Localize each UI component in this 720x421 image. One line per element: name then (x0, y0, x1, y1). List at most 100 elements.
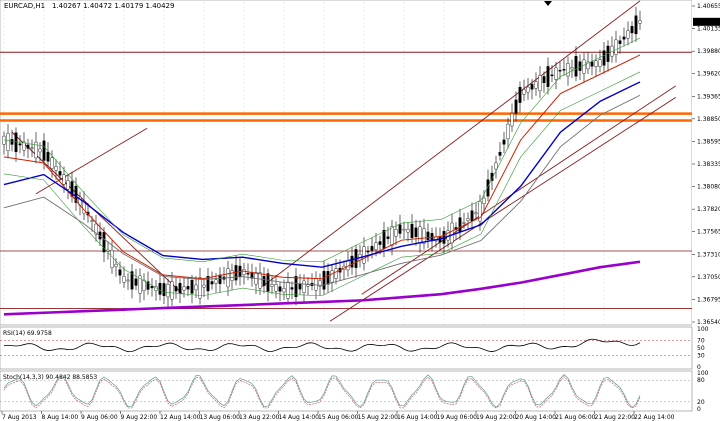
candle-body (166, 284, 170, 298)
candle-body (570, 67, 574, 70)
candle-body (306, 284, 310, 287)
candle-body (122, 276, 126, 283)
candle-body (418, 226, 422, 244)
candle-body (190, 280, 194, 294)
candle-body (482, 197, 486, 204)
candle-body (458, 217, 462, 233)
price-tick-label: 1.40655 (697, 3, 720, 10)
candle-body (618, 40, 622, 44)
candle-body (498, 151, 502, 156)
candle-body (110, 250, 114, 268)
candle-body (174, 286, 178, 292)
candle-body (406, 229, 410, 233)
ma-red-line (3, 54, 641, 280)
candle-body (42, 140, 46, 161)
stoch-k-line (3, 374, 641, 409)
stoch-level-label: 80 (697, 377, 705, 384)
candle-body (210, 281, 214, 285)
candle-body (450, 222, 454, 244)
time-tick-label: 12 Aug 14:00 (160, 414, 201, 421)
time-tick-label: 19 Aug 06:00 (437, 414, 478, 421)
candle-body (586, 61, 590, 70)
candle-body (62, 174, 66, 185)
candle-body (282, 288, 286, 293)
time-tick-label: 15 Aug 06:00 (318, 414, 359, 421)
time-tick-label: 13 Aug 06:00 (200, 414, 241, 421)
stoch-level-label: 0 (697, 406, 701, 413)
bollinger-upper-line (3, 37, 641, 263)
candle-body (326, 271, 330, 285)
time-axis: 7 Aug 2013 8 Aug 14:00 9 Aug 06:00 9 Aug 22… (1, 411, 675, 421)
price-tick-label: 1.37565 (697, 229, 720, 236)
stoch-d-line (3, 376, 641, 409)
channel-line[interactable] (329, 97, 677, 322)
candle-body (378, 241, 382, 245)
price-axis[interactable] (692, 0, 720, 325)
time-tick-label: 14 Aug 14:00 (279, 414, 320, 421)
current-price-label: 1.40429 (695, 19, 720, 26)
rsi-header: RSI(14) 69.9758 (3, 330, 52, 337)
candle-body (534, 81, 538, 89)
candle-body (510, 113, 514, 127)
candle-body (486, 179, 490, 197)
candle-body (10, 139, 14, 145)
candle-body (186, 286, 190, 290)
candle-body (582, 59, 586, 74)
candle-body (26, 144, 30, 149)
price-tick-label: 1.36795 (697, 296, 720, 303)
rsi-level-label: 70 (697, 337, 705, 344)
candle-body (82, 200, 86, 214)
time-tick-label: 21 Aug 06:00 (555, 414, 596, 421)
candle-body (130, 271, 134, 290)
candle-body (558, 70, 562, 72)
candle-body (398, 224, 402, 234)
rsi-level-label: 50 (697, 345, 705, 352)
channel-line[interactable] (262, 0, 641, 287)
candle-body (298, 283, 302, 290)
candle-body (422, 228, 426, 244)
trend-channel[interactable] (11, 0, 677, 322)
candle-body (290, 287, 294, 290)
candle-body (626, 30, 630, 39)
ma-gray-line (3, 94, 641, 286)
candle-body (386, 236, 390, 239)
price-tick-label: 1.38595 (697, 138, 720, 145)
stoch-level-label: 100 (697, 370, 709, 377)
candle-body (502, 139, 506, 145)
candle-body (462, 222, 466, 224)
candle-body (58, 171, 62, 176)
candle-body (390, 226, 394, 246)
candle-body (278, 286, 282, 292)
candle-body (118, 269, 122, 276)
channel-line[interactable] (35, 127, 148, 195)
candle-body (330, 270, 334, 283)
candle-body (146, 281, 150, 290)
candle-body (630, 26, 634, 34)
time-tick-label: 16 Aug 14:00 (397, 414, 438, 421)
candle-body (370, 246, 374, 251)
candle-body (66, 180, 70, 190)
candle-body (114, 264, 118, 268)
rsi-pane[interactable] (0, 326, 693, 370)
candle-body (90, 220, 94, 222)
candle-body (286, 281, 290, 299)
candle-body (366, 250, 370, 253)
price-tick-label: 1.38335 (697, 161, 720, 168)
candle-body (382, 230, 386, 249)
chart-ohlc: 1.40267 1.40472 1.40179 1.40429 (52, 2, 174, 10)
price-tick-label: 1.37820 (697, 206, 720, 213)
price-pane[interactable] (0, 0, 693, 326)
candle-body (522, 89, 526, 95)
candle-body (410, 223, 414, 238)
candle-body (258, 272, 262, 289)
price-tick-label: 1.38080 (697, 184, 720, 191)
stoch-header: Stoch(14,3,3) 90.4842 88.5853 (3, 374, 97, 381)
candle-body (22, 141, 26, 151)
candle-body (474, 212, 478, 215)
chart-title: EURCAD,H1 (4, 2, 45, 10)
candle-body (246, 272, 250, 275)
channel-line[interactable] (361, 85, 677, 295)
